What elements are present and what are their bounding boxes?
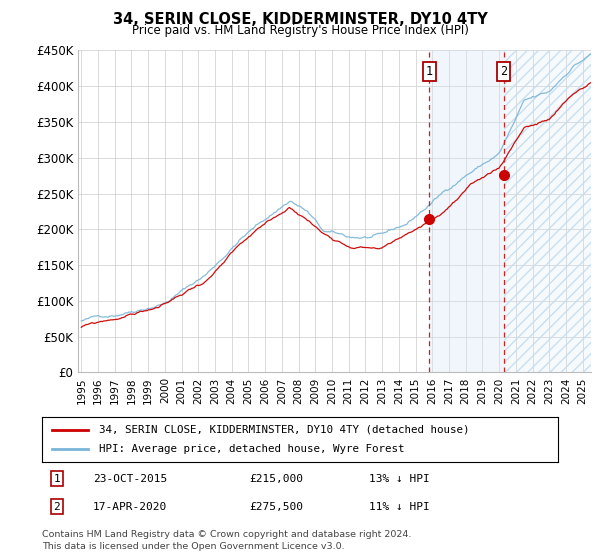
Text: 1: 1 xyxy=(53,474,61,484)
Text: 1: 1 xyxy=(425,66,433,78)
Text: £215,000: £215,000 xyxy=(249,474,303,484)
Text: This data is licensed under the Open Government Licence v3.0.: This data is licensed under the Open Gov… xyxy=(42,542,344,551)
Text: 34, SERIN CLOSE, KIDDERMINSTER, DY10 4TY (detached house): 34, SERIN CLOSE, KIDDERMINSTER, DY10 4TY… xyxy=(99,424,469,435)
Bar xyxy=(429,50,504,372)
Text: 2: 2 xyxy=(53,502,61,512)
Bar xyxy=(504,50,591,372)
Text: Contains HM Land Registry data © Crown copyright and database right 2024.: Contains HM Land Registry data © Crown c… xyxy=(42,530,412,539)
Text: 34, SERIN CLOSE, KIDDERMINSTER, DY10 4TY: 34, SERIN CLOSE, KIDDERMINSTER, DY10 4TY xyxy=(113,12,487,27)
Text: 13% ↓ HPI: 13% ↓ HPI xyxy=(369,474,430,484)
Text: 23-OCT-2015: 23-OCT-2015 xyxy=(93,474,167,484)
Text: 17-APR-2020: 17-APR-2020 xyxy=(93,502,167,512)
Text: HPI: Average price, detached house, Wyre Forest: HPI: Average price, detached house, Wyre… xyxy=(99,445,404,455)
Text: 11% ↓ HPI: 11% ↓ HPI xyxy=(369,502,430,512)
Bar xyxy=(504,50,591,372)
Text: Price paid vs. HM Land Registry's House Price Index (HPI): Price paid vs. HM Land Registry's House … xyxy=(131,24,469,36)
Text: £275,500: £275,500 xyxy=(249,502,303,512)
Text: 2: 2 xyxy=(500,66,508,78)
